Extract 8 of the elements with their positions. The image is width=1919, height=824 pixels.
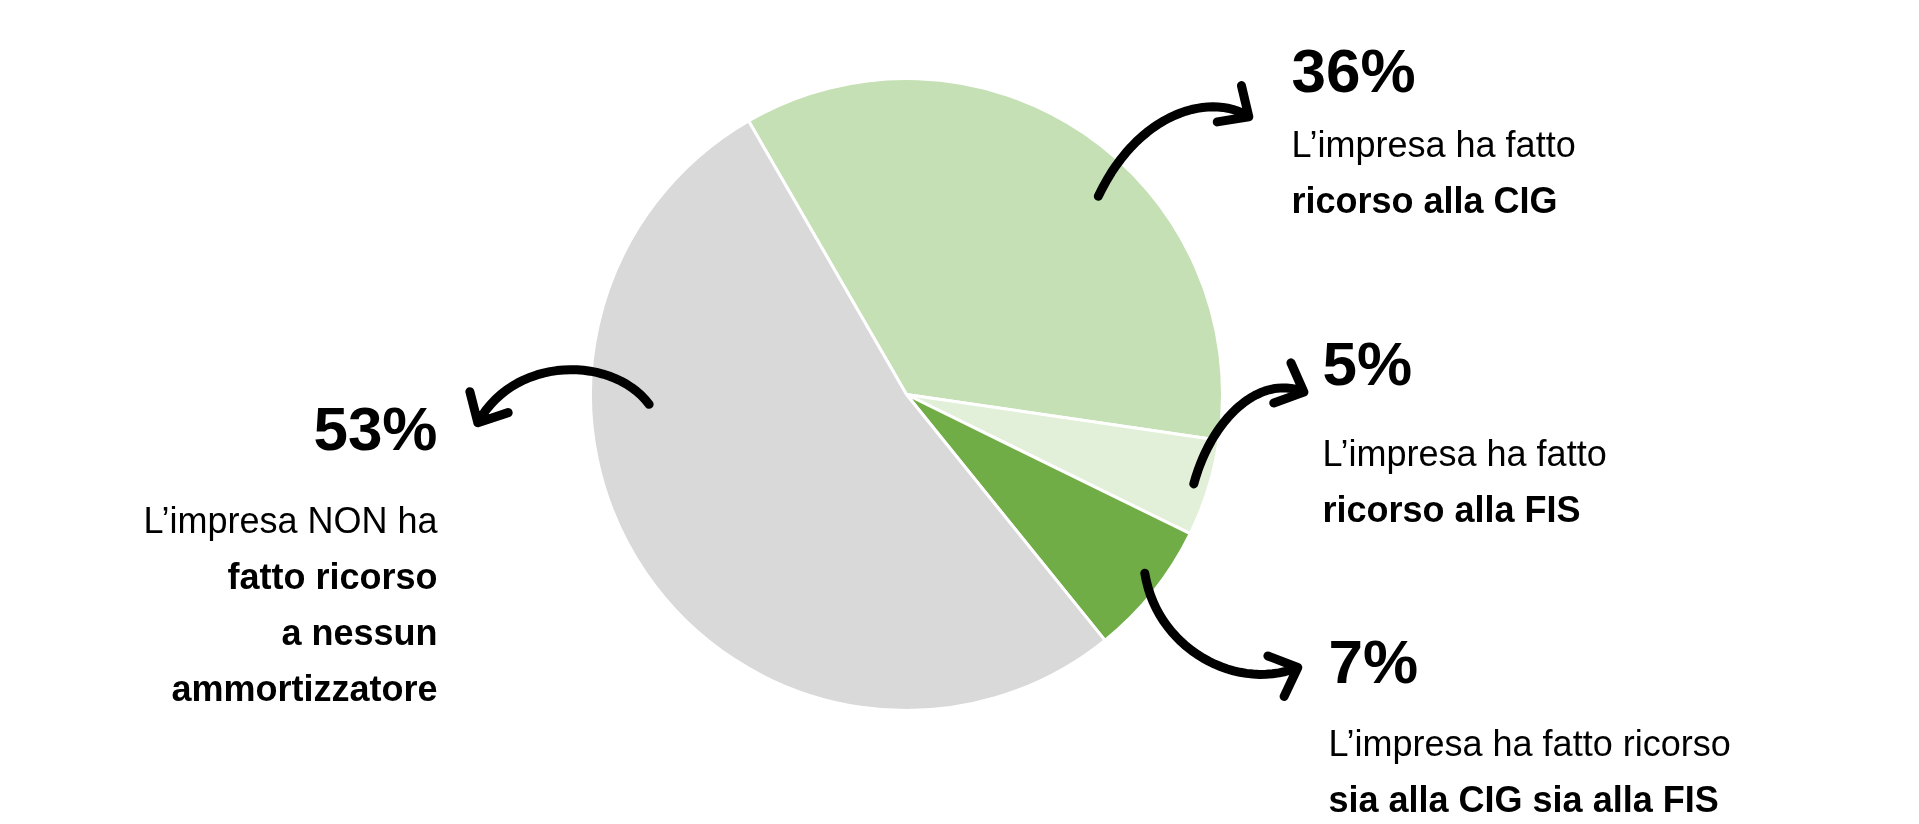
data-label: 5% bbox=[1322, 329, 1413, 398]
data-label: 53% bbox=[313, 394, 438, 463]
data-label: 7% bbox=[1328, 627, 1419, 696]
data-label: 36% bbox=[1291, 36, 1416, 105]
slice-label: L’impresa ha fatto ricorso alla FIS bbox=[1322, 433, 1607, 530]
slice-label: L’impresa ha fatto ricorso sia alla CIG sia alla FIS bbox=[1328, 723, 1731, 820]
slice-label: L’impresa ha fatto ricorso alla CIG bbox=[1291, 124, 1576, 221]
slice-label: L’impresa NON ha fatto ricorso a nessun ammortizzatore bbox=[143, 500, 439, 709]
